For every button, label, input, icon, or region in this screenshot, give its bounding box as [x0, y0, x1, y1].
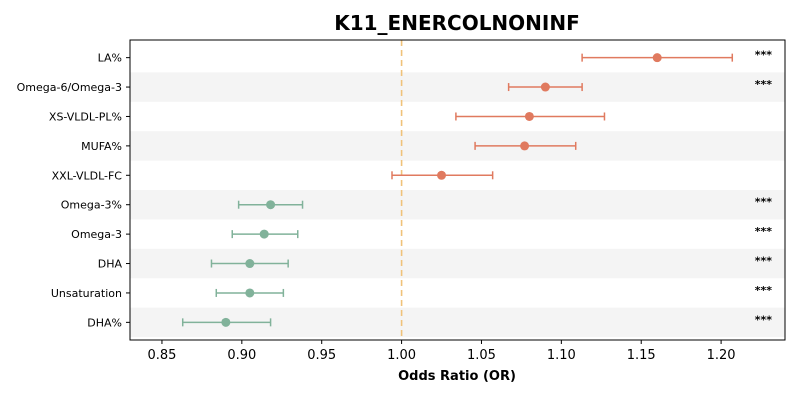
plot-frame — [129, 39, 786, 341]
forest-row: Omega-6/Omega-3 *** — [17, 78, 773, 94]
row-label: Omega-3 — [71, 228, 122, 241]
or-point — [221, 317, 231, 327]
row-label: Omega-6/Omega-3 — [17, 81, 122, 94]
row-bands — [130, 72, 785, 338]
or-point — [266, 200, 276, 210]
forest-row: DHA *** — [98, 255, 773, 271]
forest-row: Omega-3 *** — [71, 225, 772, 241]
row-label: XXL-VLDL-FC — [52, 169, 123, 182]
or-point — [245, 288, 255, 298]
significance-marker: *** — [755, 196, 773, 209]
or-point — [437, 170, 447, 180]
x-tick-label: 1.00 — [387, 348, 416, 363]
x-tick-label: 1.05 — [467, 348, 496, 363]
x-tick-label: 0.85 — [147, 348, 176, 363]
row-label: XS-VLDL-PL% — [49, 110, 122, 123]
forest-row: Omega-3% *** — [61, 196, 773, 212]
forest-row: Unsaturation *** — [51, 284, 772, 300]
row-band — [130, 131, 785, 161]
significance-marker: *** — [755, 255, 773, 268]
row-band — [130, 190, 785, 220]
data-rows: LA% *** Omega-6/Omega-3 *** XS-VLDL-PL% MUFA%… — [17, 49, 773, 330]
forest-row: DHA% *** — [87, 313, 772, 329]
row-label: MUFA% — [81, 140, 122, 153]
or-point — [245, 259, 255, 269]
x-tick-label: 0.95 — [307, 348, 336, 363]
row-label: DHA — [98, 258, 123, 271]
or-point — [540, 82, 550, 92]
chart-title: K11_ENERCOLNONINF — [334, 11, 580, 35]
forest-row: MUFA% — [81, 140, 577, 153]
or-point — [652, 53, 662, 63]
row-label: LA% — [98, 52, 122, 65]
row-label: Unsaturation — [51, 287, 122, 300]
or-point — [520, 141, 530, 151]
x-tick-label: 0.90 — [227, 348, 256, 363]
x-tick-label: 1.20 — [707, 348, 736, 363]
x-axis-label: Odds Ratio (OR) — [398, 369, 516, 384]
or-point — [524, 111, 534, 121]
x-tick-label: 1.10 — [547, 348, 576, 363]
row-label: Omega-3% — [61, 199, 122, 212]
forest-row: XXL-VLDL-FC — [52, 169, 494, 182]
significance-marker: *** — [755, 284, 773, 297]
forest-row: LA% *** — [98, 49, 773, 65]
x-axis: 0.85 0.90 0.95 1.00 1.05 1.10 1.15 1.20 — [147, 340, 736, 363]
significance-marker: *** — [755, 225, 773, 238]
significance-marker: *** — [755, 49, 773, 62]
significance-marker: *** — [755, 78, 773, 91]
x-tick-label: 1.15 — [627, 348, 656, 363]
forest-row: XS-VLDL-PL% — [49, 110, 606, 123]
row-label: DHA% — [87, 316, 122, 329]
or-point — [259, 229, 269, 239]
significance-marker: *** — [755, 313, 773, 326]
row-band — [130, 72, 785, 102]
